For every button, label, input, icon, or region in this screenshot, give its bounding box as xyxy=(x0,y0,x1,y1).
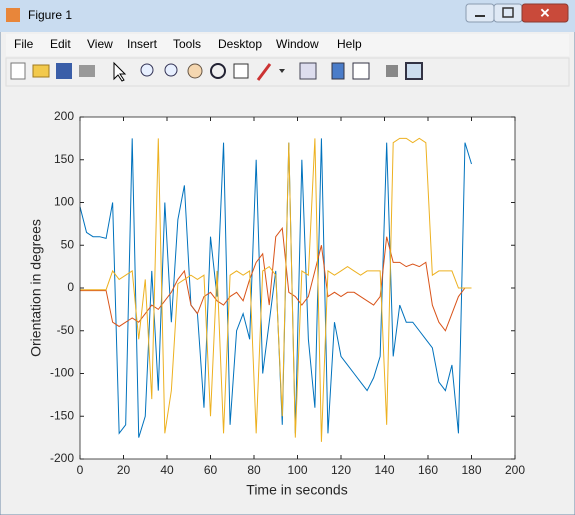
minimize-button[interactable] xyxy=(465,3,495,23)
y-tick-label: -100 xyxy=(50,366,74,380)
menu-item[interactable]: Window xyxy=(276,37,319,51)
chart: 0 20 40 60 80 100 120 140 160 180 200 -200 -150 -100 -… xyxy=(50,109,525,477)
brush-icon[interactable] xyxy=(256,63,272,81)
x-tick-label: 20 xyxy=(117,463,131,477)
y-tick-label: 50 xyxy=(61,237,75,251)
toolbar xyxy=(5,57,570,87)
save-icon[interactable] xyxy=(56,63,72,79)
print-icon[interactable] xyxy=(79,65,95,77)
x-tick-label: 40 xyxy=(160,463,174,477)
close-button[interactable] xyxy=(521,3,569,23)
x-tick-label: 0 xyxy=(77,463,84,477)
menu-item[interactable]: Help xyxy=(337,37,362,51)
data-line xyxy=(80,226,472,332)
menu-item[interactable]: Insert xyxy=(127,37,158,51)
x-tick-label: 200 xyxy=(505,463,525,477)
menu-item[interactable]: Desktop xyxy=(218,37,262,51)
y-tick-label: 150 xyxy=(54,152,74,166)
menu-item[interactable]: Tools xyxy=(173,37,201,51)
menu-bar xyxy=(6,34,569,56)
pan-icon[interactable] xyxy=(187,63,203,79)
datatip-icon[interactable] xyxy=(233,63,249,79)
new-icon[interactable] xyxy=(10,62,26,80)
x-tick-label: 100 xyxy=(287,463,307,477)
axes-box xyxy=(79,116,516,460)
toolbar-bg xyxy=(5,57,570,87)
y-tick-label: 0 xyxy=(67,280,74,294)
menu-item[interactable]: View xyxy=(87,37,113,51)
y-tick-label: 100 xyxy=(54,195,74,209)
data-line xyxy=(80,137,472,442)
link-icon[interactable] xyxy=(299,62,317,80)
x-tick-label: 60 xyxy=(204,463,218,477)
menu: File Edit View Insert Tools Desktop Window Help xyxy=(14,37,362,51)
colorbar-icon[interactable] xyxy=(331,62,345,80)
app-icon xyxy=(6,8,20,22)
x-tick-label: 140 xyxy=(374,463,394,477)
menu-item[interactable]: Edit xyxy=(50,37,71,51)
hide-tools-icon[interactable] xyxy=(386,65,398,77)
x-tick-label: 120 xyxy=(331,463,351,477)
y-tick-label: 200 xyxy=(54,109,74,123)
zoom-in-icon[interactable] xyxy=(140,63,154,77)
window-title: Figure 1 xyxy=(28,8,72,22)
y-tick-label: -50 xyxy=(57,323,75,337)
x-tick-label: 160 xyxy=(418,463,438,477)
brush-menu[interactable] xyxy=(279,69,285,73)
maximize-icon xyxy=(502,7,514,18)
maximize-button[interactable] xyxy=(493,3,523,23)
pointer-icon[interactable] xyxy=(113,61,127,82)
open-icon[interactable] xyxy=(32,64,50,78)
show-tools-icon[interactable] xyxy=(405,62,423,80)
legend-icon[interactable] xyxy=(352,62,370,80)
x-tick-label: 180 xyxy=(461,463,481,477)
y-tick-label: -150 xyxy=(50,408,74,422)
close-icon: ✕ xyxy=(540,5,551,20)
rotate-icon[interactable] xyxy=(210,63,226,79)
y-tick-label: -200 xyxy=(50,451,74,465)
data-line xyxy=(79,138,472,438)
y-axis-label: Orientation in degrees xyxy=(28,219,44,357)
zoom-out-icon[interactable] xyxy=(164,63,178,77)
menu-item[interactable]: File xyxy=(14,37,34,51)
x-tick-label: 80 xyxy=(247,463,261,477)
x-axis-label: Time in seconds xyxy=(246,482,347,498)
